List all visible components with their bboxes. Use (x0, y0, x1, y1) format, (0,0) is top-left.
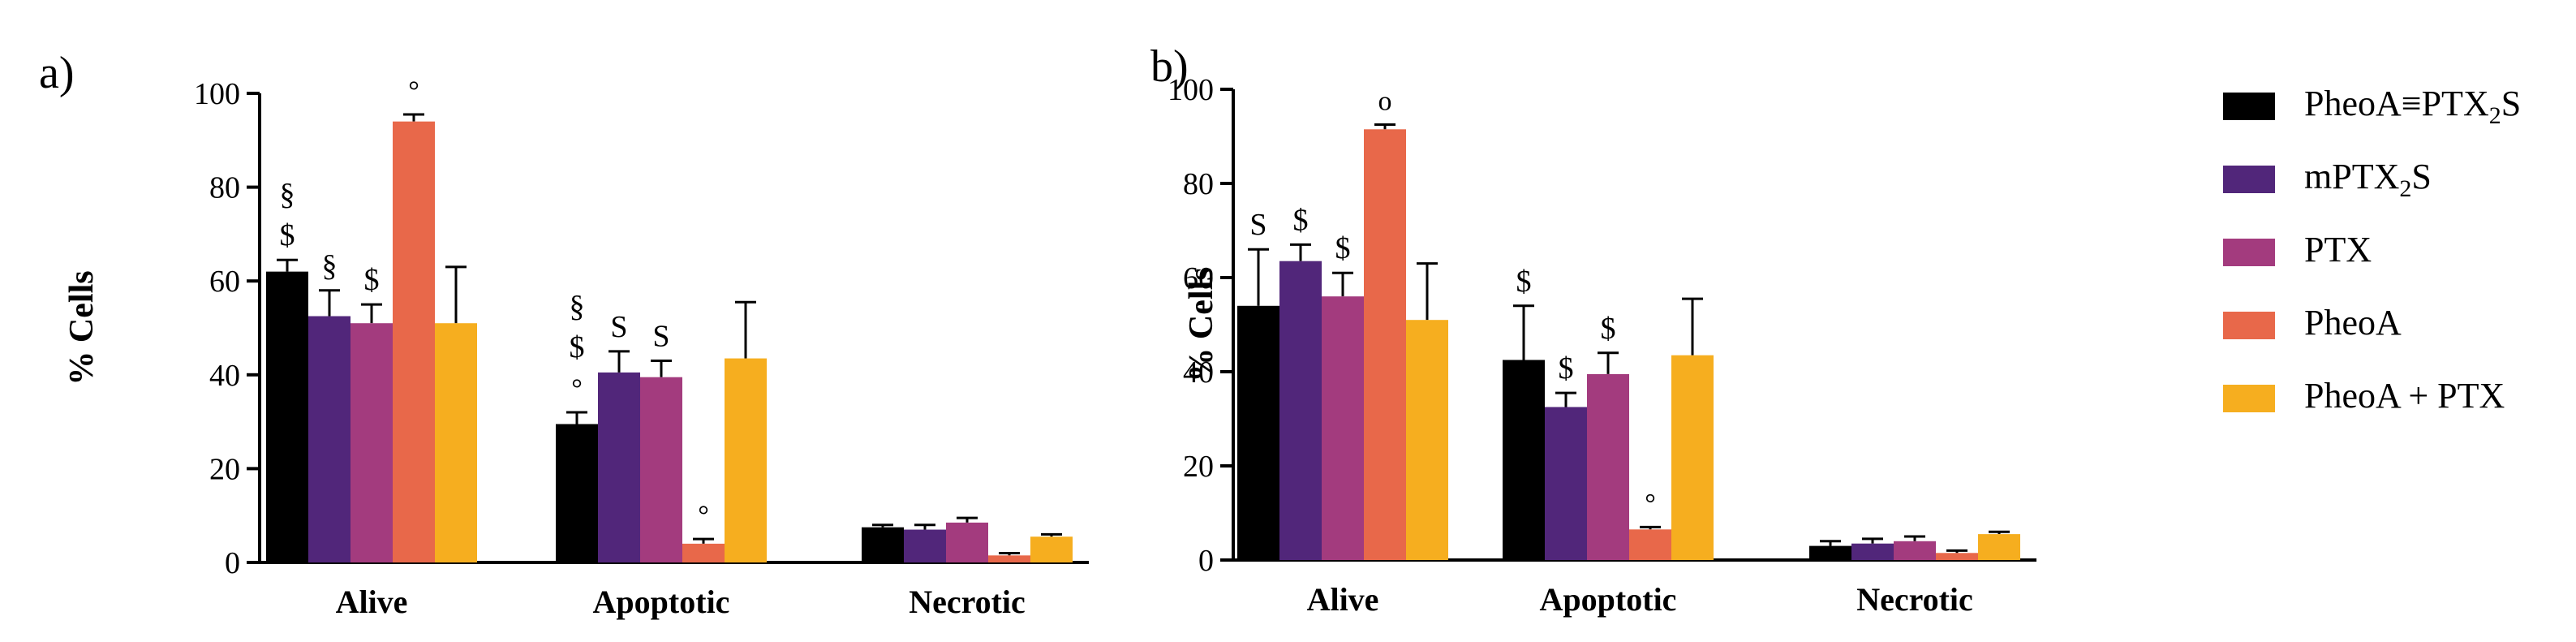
bar (393, 121, 435, 562)
bar (862, 527, 904, 562)
significance-marker: ° (408, 76, 419, 106)
significance-marker: S (1249, 208, 1266, 242)
y-tick-label: 100 (194, 77, 240, 111)
bar (1364, 129, 1406, 561)
bar (640, 377, 682, 562)
legend-swatch (2223, 385, 2275, 412)
bar (1406, 320, 1448, 560)
panel-label: b) (1150, 41, 1189, 92)
bar (1545, 407, 1587, 560)
bar (1809, 545, 1851, 560)
y-tick-label: 0 (1198, 544, 1214, 578)
bar (1978, 534, 2020, 560)
x-tick-label: Necrotic (909, 584, 1026, 620)
y-axis-title: % Cells (1183, 267, 1220, 381)
bar (1671, 355, 1714, 560)
y-tick-label: 80 (1183, 167, 1214, 201)
significance-marker: $ (364, 263, 380, 297)
y-tick-label: 20 (209, 452, 240, 486)
significance-marker: § (322, 249, 338, 283)
panel-label: a) (39, 48, 75, 98)
x-tick-label: Alive (1307, 581, 1379, 618)
bar (682, 543, 725, 562)
bar (1936, 553, 1978, 560)
bar (1237, 305, 1279, 560)
significance-marker: ° (1645, 489, 1656, 519)
y-tick-label: 80 (209, 171, 240, 205)
significance-marker: S (652, 319, 669, 353)
legend-swatch (2223, 239, 2275, 266)
significance-marker: § (280, 178, 295, 212)
y-tick-label: 60 (209, 265, 240, 299)
significance-marker: $ (570, 330, 585, 364)
y-tick-label: 20 (1183, 450, 1214, 484)
legend-label: PheoA + PTX (2304, 376, 2505, 416)
bar (1030, 536, 1073, 562)
significance-marker: $ (280, 218, 295, 252)
bar (1279, 261, 1322, 560)
bar (598, 372, 640, 562)
x-tick-label: Alive (336, 584, 408, 620)
bar (946, 522, 988, 562)
significance-marker: $ (1293, 203, 1309, 237)
y-tick-label: 40 (209, 359, 240, 393)
significance-marker: $ (1335, 231, 1351, 265)
panel-b-chart: b) 0 20 40 60 80 100 % Cells Alive Apoptotic Necro… (1150, 41, 2036, 618)
bar (350, 323, 393, 562)
significance-marker: ° (698, 501, 709, 531)
y-axis-title: % Cells (63, 270, 101, 385)
panel-a-chart: a) 0 20 40 60 80 100 % Cells Alive Apoptotic Necro… (39, 48, 1089, 620)
bar (1629, 529, 1671, 560)
x-tick-label: Apoptotic (1540, 581, 1677, 618)
y-tick-label: 0 (225, 546, 240, 580)
bar (308, 316, 350, 562)
significance-marker: S (610, 310, 627, 344)
legend-swatch (2223, 166, 2275, 193)
bar (988, 555, 1030, 562)
legend-swatch (2223, 312, 2275, 339)
bar (1322, 296, 1364, 560)
bar (725, 358, 767, 562)
legend-swatch (2223, 93, 2275, 120)
legend-label: PheoA (2304, 303, 2402, 343)
x-tick-label: Apoptotic (593, 584, 730, 620)
significance-marker: $ (1559, 351, 1574, 386)
bar (435, 323, 477, 562)
significance-marker: $ (1516, 265, 1532, 299)
significance-marker: $ (1601, 312, 1616, 346)
y-tick-label: 40 (1183, 355, 1214, 390)
y-tick-label: 100 (1168, 73, 1214, 107)
significance-marker: o (1378, 87, 1392, 117)
y-tick-label: 60 (1183, 261, 1214, 295)
significance-marker: ° (571, 374, 583, 404)
bar (1851, 543, 1894, 560)
significance-marker: § (570, 290, 585, 324)
x-tick-label: Necrotic (1856, 581, 1973, 618)
bar (1503, 360, 1545, 560)
bar (904, 529, 946, 562)
legend-label: PheoA≡PTX2S (2304, 84, 2522, 129)
bar (556, 424, 598, 562)
bar (1894, 541, 1936, 560)
bar (266, 271, 308, 562)
legend-label: mPTX2S (2304, 157, 2432, 202)
legend-label: PTX (2304, 230, 2372, 269)
bar (1587, 373, 1629, 560)
